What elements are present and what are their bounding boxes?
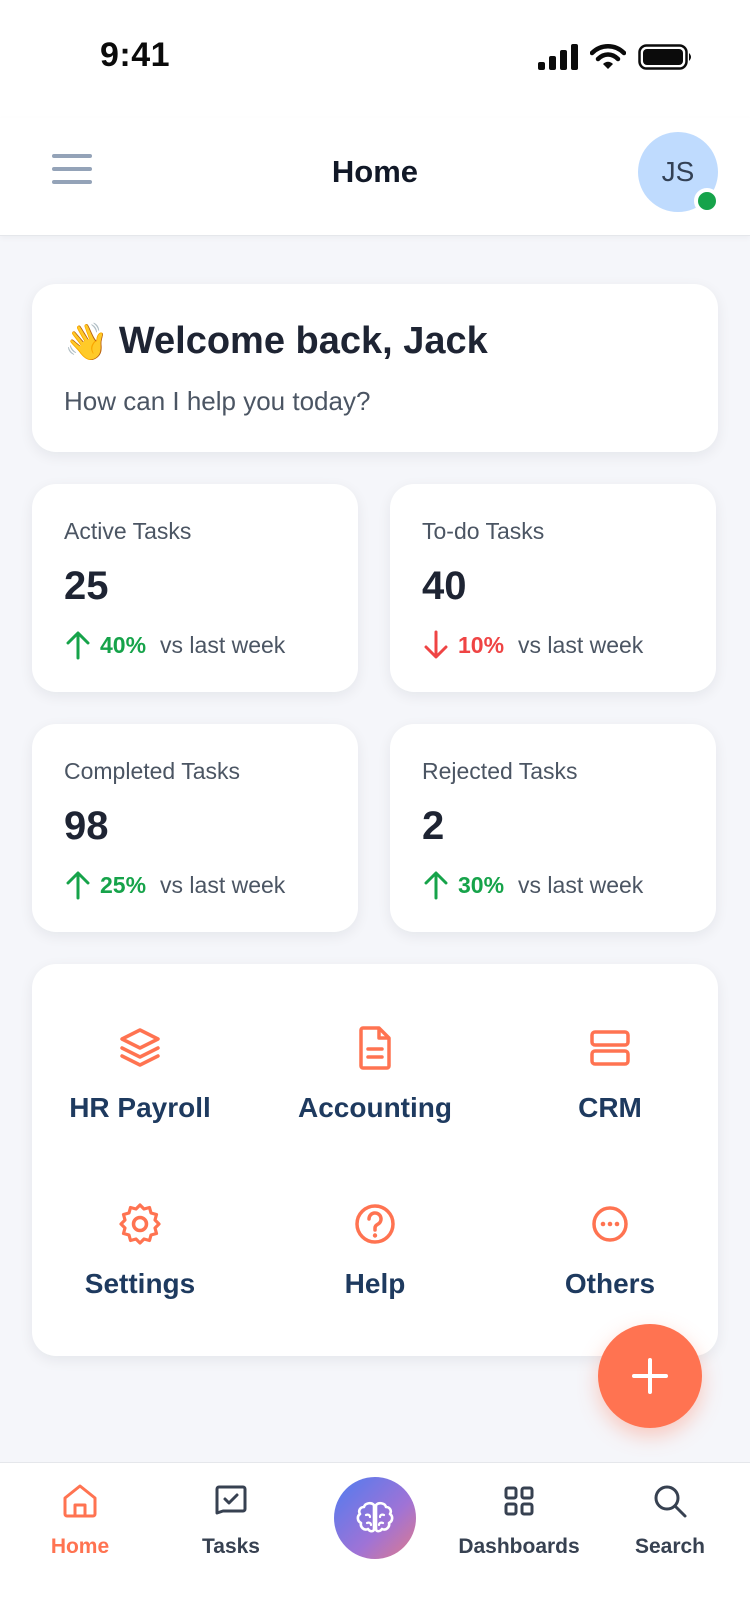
bottom-nav: Home Tasks Dashboards Search [0,1462,750,1624]
menu-button[interactable] [52,154,92,188]
stat-card-rejected[interactable]: Rejected Tasks 2 30% vs last week [390,724,716,932]
menu-icon-bar [52,180,92,184]
menu-icon-bar [52,167,92,171]
app-label: Settings [84,1268,196,1299]
stat-change: 25% [100,871,147,898]
layers-icon [120,1028,160,1067]
stat-card-active[interactable]: Active Tasks 25 40% vs last week [32,484,358,692]
arrow-up-icon [66,871,90,900]
nav-label: Dashboards [458,1535,580,1558]
stat-comparison: vs last week [518,871,644,898]
status-time: 9:41 [100,36,171,74]
stat-comparison: vs last week [160,631,286,658]
stat-trend: 40% vs last week [64,630,285,660]
nav-label: Tasks [202,1535,260,1558]
stat-trend: 30% vs last week [422,870,643,900]
welcome-subtitle: How can I help you today? [64,386,371,416]
avatar[interactable]: JS [638,132,720,214]
online-status-dot [694,188,720,214]
nav-label: Home [50,1535,110,1558]
stat-label: Completed Tasks [64,758,240,784]
more-circle-icon [592,1206,628,1242]
app-label: Others [564,1268,656,1299]
arrow-up-icon [424,871,448,900]
stat-value: 25 [64,564,109,608]
nav-label: Search [634,1535,706,1558]
ai-assistant-button[interactable] [334,1477,416,1559]
stat-card-completed[interactable]: Completed Tasks 98 25% vs last week [32,724,358,932]
tasks-icon [215,1485,247,1515]
stat-value: 40 [422,564,467,608]
app-others[interactable]: Others [502,1186,718,1326]
nav-search[interactable]: Search [595,1463,745,1583]
stat-label: Active Tasks [64,518,192,544]
stat-change: 40% [100,631,147,658]
add-button[interactable] [598,1324,702,1428]
search-icon [654,1485,687,1518]
app-label: Help [344,1268,406,1299]
help-circle-icon [355,1204,395,1244]
stat-change: 10% [458,631,505,658]
app-label: CRM [578,1092,642,1123]
app-crm[interactable]: CRM [502,1010,718,1150]
stat-label: Rejected Tasks [422,758,578,784]
stat-value: 2 [422,804,445,848]
stat-comparison: vs last week [518,631,644,658]
welcome-title: Welcome back, Jack [118,320,488,362]
app-accounting[interactable]: Accounting [267,1010,483,1150]
home-icon [63,1484,97,1518]
grid-icon [504,1486,534,1516]
welcome-heading: 👋 Welcome back, Jack [64,320,488,363]
stat-change: 30% [458,871,505,898]
status-icons [538,44,694,70]
stat-trend: 10% vs last week [422,630,643,660]
waving-hand-icon: 👋 [64,320,109,362]
app-settings[interactable]: Settings [32,1186,248,1326]
cellular-signal-icon [538,44,578,70]
stat-value: 98 [64,804,109,848]
server-icon [590,1030,630,1066]
app-header: Home JS [0,118,750,236]
document-icon [359,1026,391,1070]
stat-label: To-do Tasks [422,518,545,544]
page-title: Home [331,154,419,189]
stat-comparison: vs last week [160,871,286,898]
app-label: HR Payroll [69,1092,211,1123]
status-bar: 9:41 [0,0,750,118]
avatar-initials: JS [661,156,695,187]
arrow-up-icon [66,631,90,660]
app-hr-payroll[interactable]: HR Payroll [32,1010,248,1150]
battery-icon [638,44,691,70]
nav-dashboards[interactable]: Dashboards [444,1463,594,1583]
arrow-down-icon [424,630,448,659]
welcome-card: 👋 Welcome back, Jack How can I help you … [32,284,718,452]
stat-trend: 25% vs last week [64,870,285,900]
apps-grid: HR Payroll Accounting CRM Settings Help [32,964,718,1356]
app-help[interactable]: Help [267,1186,483,1326]
app-label: Accounting [298,1092,452,1123]
wifi-icon [590,44,626,69]
plus-icon [632,1358,668,1394]
nav-tasks[interactable]: Tasks [156,1463,306,1583]
menu-icon [52,154,92,158]
gear-icon [119,1203,161,1245]
brain-icon [356,1501,394,1533]
nav-home[interactable]: Home [5,1463,155,1583]
stat-card-todo[interactable]: To-do Tasks 40 10% vs last week [390,484,716,692]
